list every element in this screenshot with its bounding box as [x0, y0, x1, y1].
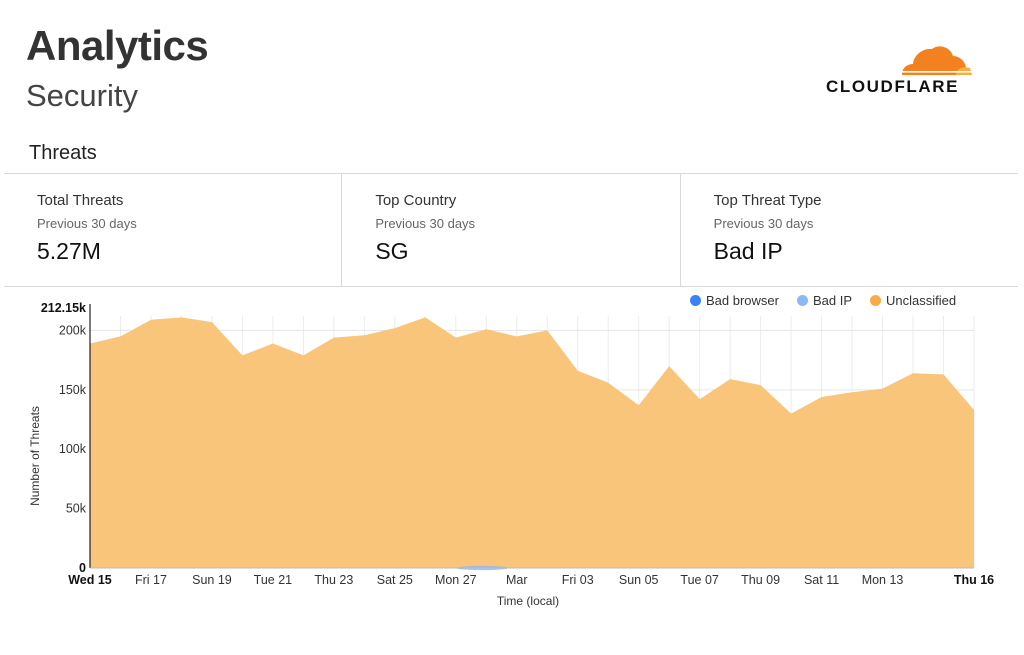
card-label: Top Country — [375, 192, 457, 209]
legend-item-bad-ip[interactable]: Bad IP — [796, 293, 853, 308]
card-label: Total Threats — [37, 192, 124, 209]
y-max-label: 212.15k — [41, 301, 86, 315]
legend-dot-icon — [796, 295, 808, 306]
card-value: Bad IP — [713, 238, 783, 264]
x-tick-label: Sun 19 — [192, 573, 232, 587]
x-tick-label: Fri 17 — [135, 573, 167, 587]
x-tick-label: Sun 05 — [619, 573, 659, 587]
legend-dot-icon — [870, 295, 882, 306]
page-title: Analytics — [26, 22, 209, 69]
section-title-threats: Threats — [29, 142, 97, 164]
card-top-threat-type[interactable]: Top Threat Type Previous 30 days Bad IP — [681, 174, 1018, 286]
card-top-country[interactable]: Top Country Previous 30 days SG — [342, 174, 681, 286]
card-total-threats[interactable]: Total Threats Previous 30 days 5.27M — [4, 174, 343, 286]
card-value: SG — [375, 238, 409, 264]
legend-label: Unclassified — [886, 293, 957, 308]
y-tick-label: 200k — [59, 323, 87, 337]
x-tick-label: Wed 15 — [68, 573, 112, 587]
x-tick-label: Thu 23 — [314, 573, 353, 587]
y-tick-label: 50k — [66, 502, 87, 516]
y-tick-label: 100k — [59, 442, 87, 456]
threats-area-chart[interactable]: 0 50k 100k 150k 200k 212.15k Wed 15 Fri 17 Sun 1… — [0, 286, 1024, 616]
page-subtitle: Security — [26, 78, 138, 113]
cloud-icon — [900, 46, 972, 75]
x-tick-label: Mon 13 — [862, 573, 904, 587]
y-tick-label: 150k — [59, 383, 87, 397]
header: Analytics Security CLOUDFLARE — [0, 0, 1024, 130]
x-tick-label: Mar — [506, 573, 528, 587]
summary-cards: Total Threats Previous 30 days 5.27M Top… — [4, 173, 1018, 287]
card-label: Top Threat Type — [713, 192, 822, 209]
legend-label: Bad IP — [812, 293, 853, 308]
x-tick-label: Sat 25 — [377, 573, 413, 587]
card-period: Previous 30 days — [37, 216, 137, 231]
legend-label: Bad browser — [706, 293, 779, 308]
legend-dot-icon — [690, 295, 701, 306]
x-axis-title: Time (local) — [497, 594, 559, 608]
cloudflare-logo[interactable]: CLOUDFLARE — [822, 40, 974, 100]
x-tick-label: Tue 21 — [254, 573, 293, 587]
x-tick-label: Sat 11 — [804, 573, 839, 587]
x-tick-label: Thu 16 — [954, 573, 994, 587]
card-period: Previous 30 days — [713, 216, 814, 231]
logo-wordmark: CLOUDFLARE — [826, 77, 960, 96]
card-value: 5.27M — [37, 238, 101, 264]
chart-legend: Bad browser Bad IP Unclassified — [690, 293, 956, 308]
y-axis-title: Number of Threats — [28, 406, 42, 506]
legend-item-bad-browser[interactable]: Bad browser — [690, 293, 779, 308]
x-tick-label: Thu 09 — [741, 573, 780, 587]
x-tick-label: Fri 03 — [562, 573, 594, 587]
card-period: Previous 30 days — [375, 216, 476, 231]
x-tick-label: Tue 07 — [680, 573, 719, 587]
series-area-unclassified — [90, 317, 974, 568]
y-tick-label: 0 — [79, 561, 86, 575]
x-tick-label: Mon 27 — [435, 573, 477, 587]
legend-item-unclassified[interactable]: Unclassified — [870, 293, 956, 308]
